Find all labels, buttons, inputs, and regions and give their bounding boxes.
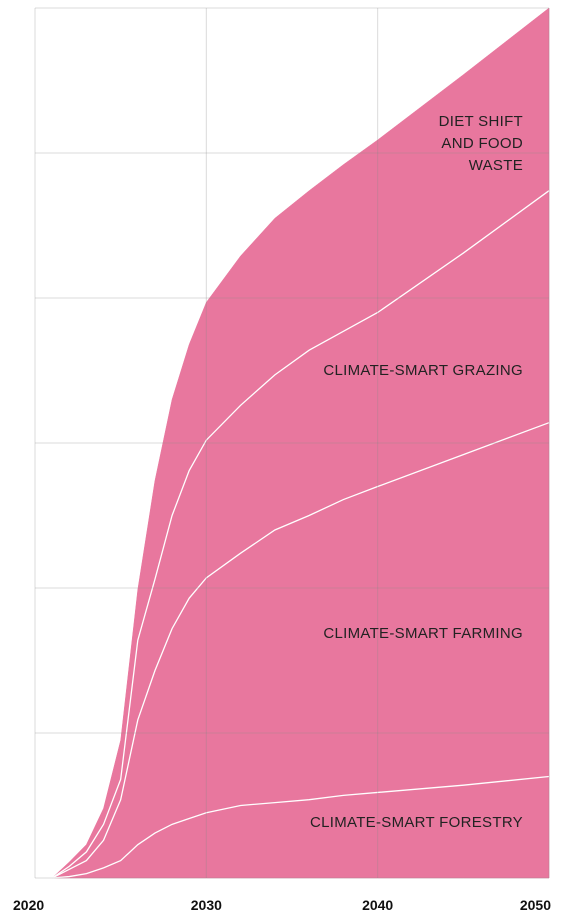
series-label: DIET SHIFT AND FOOD WASTE — [438, 113, 523, 174]
band-boundary — [51, 422, 550, 879]
x-tick-label: 2040 — [362, 897, 393, 913]
series-label: CLIMATE-SMART FORESTRY — [309, 814, 523, 831]
x-tick-label: 2030 — [191, 897, 222, 913]
x-tick-label: 2050 — [520, 897, 551, 913]
band-boundary — [51, 190, 550, 879]
series-label: CLIMATE-SMART FARMING — [323, 625, 523, 642]
x-tick-label: 2020 — [13, 897, 44, 913]
series-label: CLIMATE-SMART GRAZING — [323, 362, 523, 379]
band-boundary — [52, 775, 550, 879]
